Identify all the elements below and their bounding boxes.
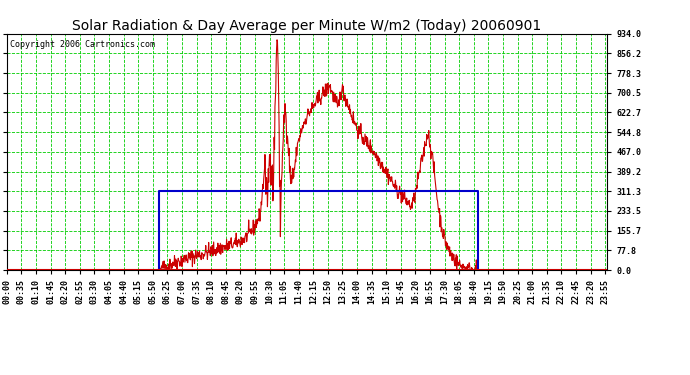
Text: Copyright 2006 Cartronics.com: Copyright 2006 Cartronics.com xyxy=(10,40,155,49)
Title: Solar Radiation & Day Average per Minute W/m2 (Today) 20060901: Solar Radiation & Day Average per Minute… xyxy=(72,19,542,33)
